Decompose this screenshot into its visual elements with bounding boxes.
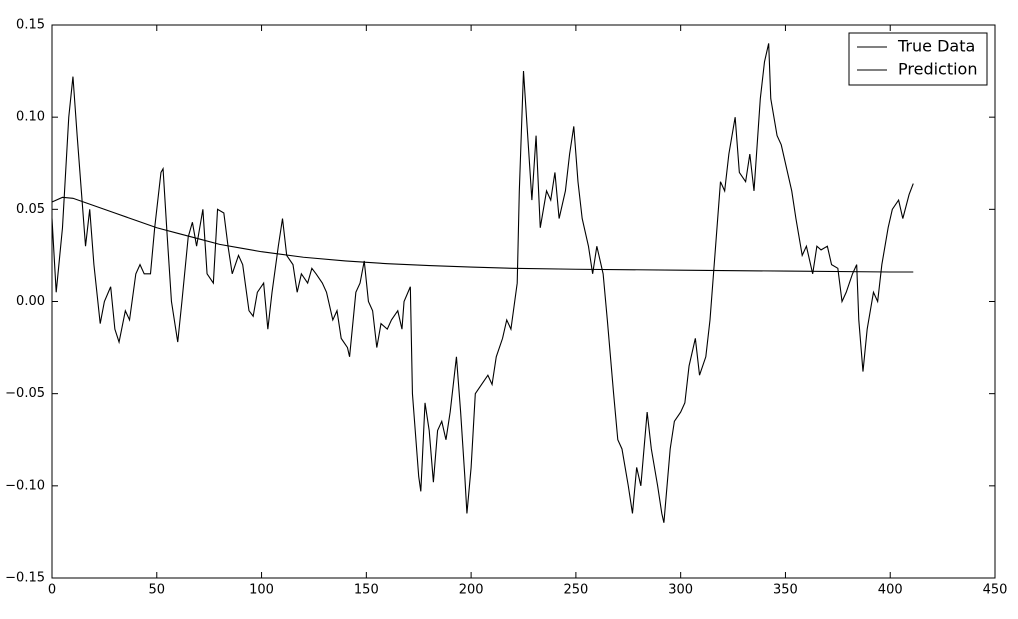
x-tick-label: 300 (668, 583, 693, 598)
legend: True Data Prediction (848, 32, 988, 86)
x-tick-label: 150 (354, 583, 379, 598)
y-tick-label: 0.10 (16, 110, 45, 125)
x-tick-label: 200 (459, 583, 484, 598)
data-line (51, 43, 914, 523)
x-tick-label: 50 (149, 583, 166, 598)
y-tick-label: 0.00 (16, 294, 45, 309)
y-tick-label: −0.10 (5, 478, 45, 493)
x-tick-label: 100 (249, 583, 274, 598)
y-tick-label: 0.05 (16, 202, 45, 217)
x-tick-label: 450 (983, 583, 1008, 598)
legend-box (848, 32, 988, 86)
x-tick-label: 350 (773, 583, 798, 598)
x-tick-label: 400 (878, 583, 903, 598)
x-tick-label: 0 (48, 583, 56, 598)
plot-frame (51, 24, 996, 579)
data-line (51, 196, 914, 273)
y-tick-label: −0.15 (5, 571, 45, 586)
legend-label: Prediction (898, 60, 977, 79)
y-tick-label: −0.05 (5, 386, 45, 401)
legend-label: True Data (897, 37, 975, 56)
y-tick-label: 0.15 (16, 18, 45, 33)
x-tick-label: 250 (563, 583, 588, 598)
